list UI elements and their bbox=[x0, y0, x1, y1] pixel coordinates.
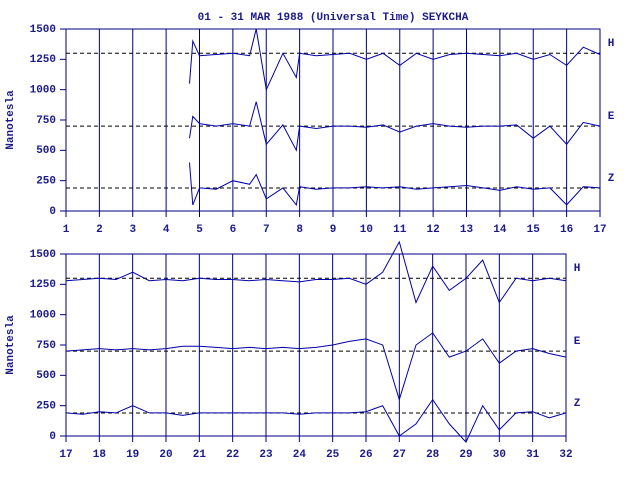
x-tick-label: 6 bbox=[230, 224, 237, 236]
x-tick-label: 1 bbox=[63, 224, 70, 236]
x-tick-label: 13 bbox=[460, 224, 474, 236]
trace bbox=[189, 101, 601, 152]
x-tick-label: 3 bbox=[129, 224, 136, 236]
trace bbox=[65, 332, 567, 402]
series-label: E bbox=[608, 111, 615, 123]
x-tick-label: 2 bbox=[96, 224, 103, 236]
y-tick-label: 250 bbox=[36, 401, 56, 413]
x-tick-label: 15 bbox=[527, 224, 541, 236]
y-tick-label: 1500 bbox=[30, 249, 56, 261]
y-tick-label: 1500 bbox=[30, 24, 56, 36]
series-label: E bbox=[574, 336, 581, 348]
y-tick-label: 500 bbox=[36, 145, 56, 157]
x-tick-label: 17 bbox=[593, 224, 606, 236]
x-tick-label: 10 bbox=[360, 224, 373, 236]
x-tick-label: 31 bbox=[526, 449, 540, 461]
trace bbox=[189, 162, 601, 207]
y-tick-label: 1000 bbox=[30, 310, 56, 322]
series-label: H bbox=[574, 263, 581, 275]
trace bbox=[189, 28, 601, 92]
trace bbox=[65, 398, 567, 443]
x-tick-label: 20 bbox=[159, 449, 172, 461]
x-tick-label: 19 bbox=[126, 449, 139, 461]
x-tick-label: 21 bbox=[193, 449, 207, 461]
y-tick-label: 1250 bbox=[30, 54, 56, 66]
x-tick-label: 28 bbox=[426, 449, 440, 461]
x-tick-label: 26 bbox=[359, 449, 372, 461]
y-tick-label: 0 bbox=[49, 431, 56, 443]
y-tick-label: 1250 bbox=[30, 279, 56, 291]
y-tick-label: 0 bbox=[49, 206, 56, 218]
y-tick-label: 750 bbox=[36, 115, 56, 127]
x-tick-label: 4 bbox=[163, 224, 170, 236]
x-tick-label: 25 bbox=[326, 449, 340, 461]
y-axis-label: Nanotesla bbox=[5, 315, 17, 375]
x-tick-label: 5 bbox=[196, 224, 203, 236]
trace bbox=[65, 240, 567, 304]
y-axis-label: Nanotesla bbox=[5, 90, 17, 150]
x-tick-label: 9 bbox=[330, 224, 337, 236]
x-tick-label: 27 bbox=[393, 449, 406, 461]
x-tick-label: 11 bbox=[393, 224, 407, 236]
series-label: Z bbox=[574, 398, 581, 410]
y-tick-label: 750 bbox=[36, 340, 56, 352]
series-label: Z bbox=[608, 173, 615, 185]
x-tick-label: 18 bbox=[93, 449, 107, 461]
x-tick-label: 8 bbox=[296, 224, 303, 236]
x-tick-label: 7 bbox=[263, 224, 270, 236]
x-tick-label: 17 bbox=[59, 449, 72, 461]
y-tick-label: 1000 bbox=[30, 85, 56, 97]
x-tick-label: 12 bbox=[427, 224, 440, 236]
x-tick-label: 30 bbox=[493, 449, 506, 461]
series-label: H bbox=[608, 38, 615, 50]
y-tick-label: 500 bbox=[36, 370, 56, 382]
x-tick-label: 22 bbox=[226, 449, 239, 461]
x-tick-label: 24 bbox=[293, 449, 307, 461]
x-tick-label: 29 bbox=[459, 449, 472, 461]
x-tick-label: 14 bbox=[493, 224, 507, 236]
x-tick-label: 23 bbox=[259, 449, 273, 461]
x-tick-label: 32 bbox=[559, 449, 572, 461]
chart-title: 01 - 31 MAR 1988 (Universal Time) SEYKCH… bbox=[198, 12, 469, 24]
y-tick-label: 250 bbox=[36, 176, 56, 188]
x-tick-label: 16 bbox=[560, 224, 573, 236]
